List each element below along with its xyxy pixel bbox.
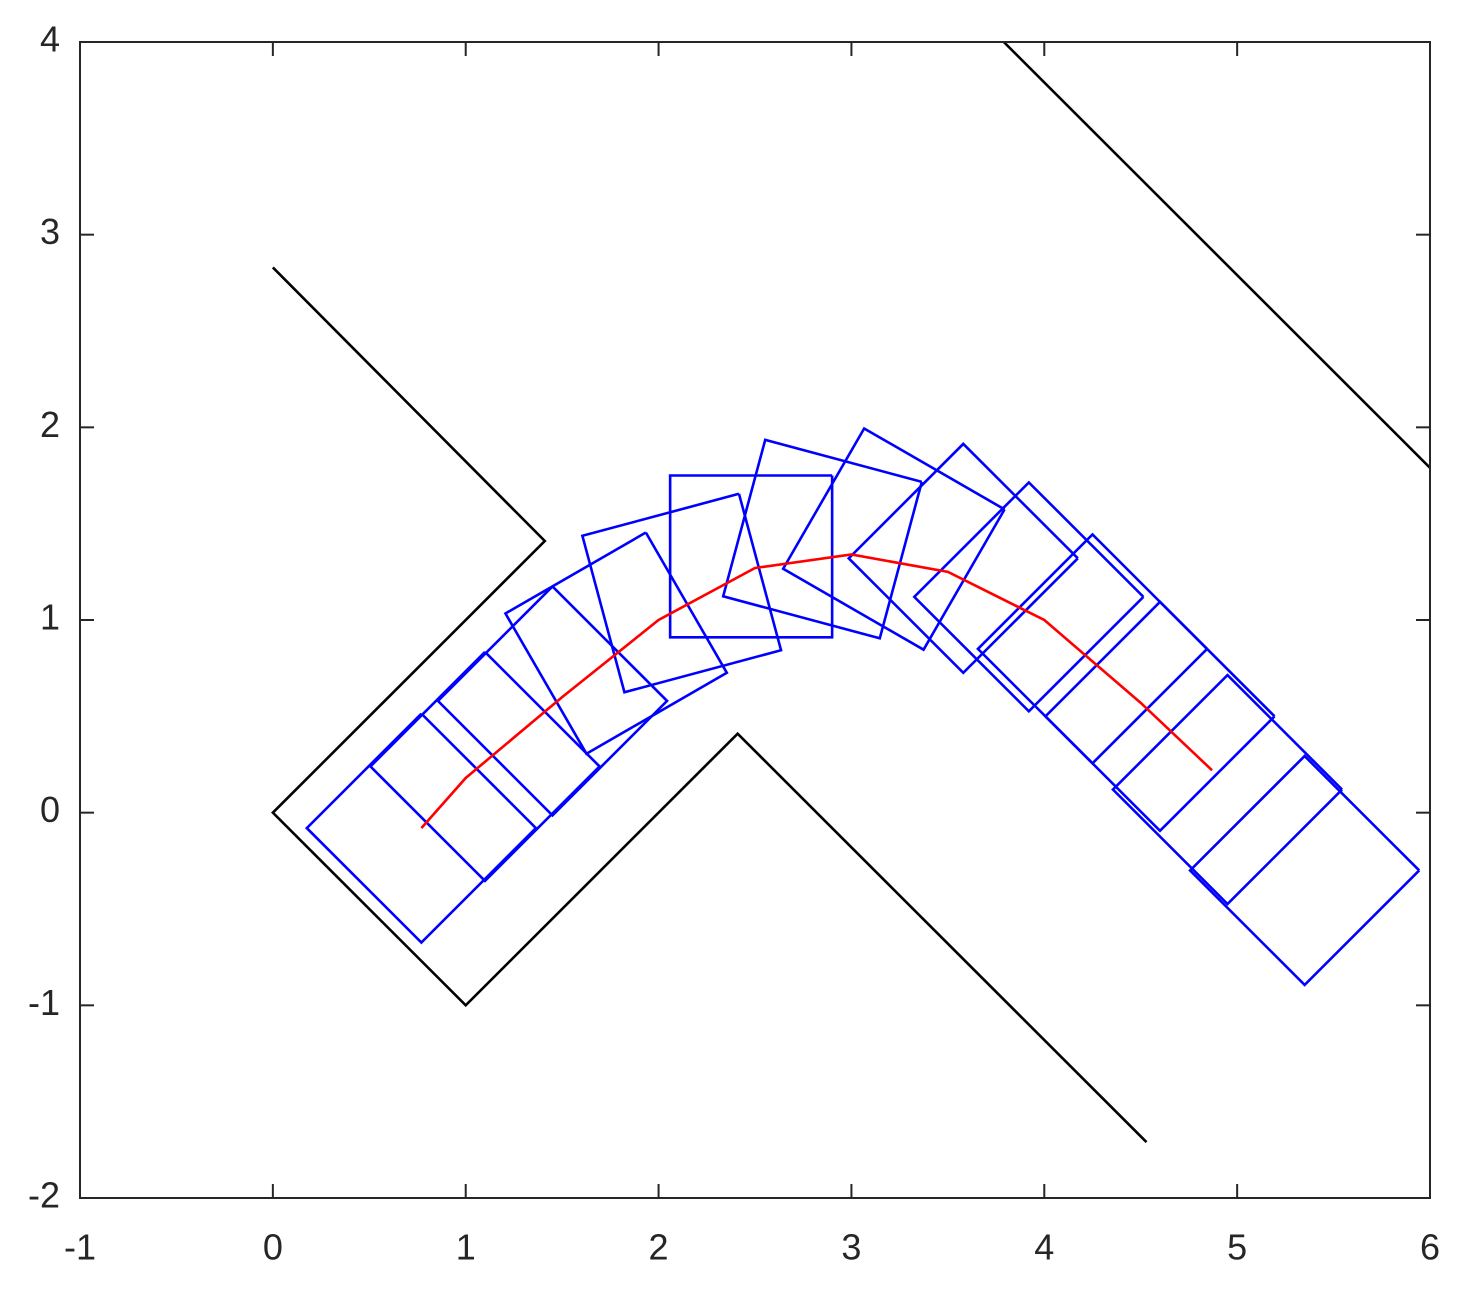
y-tick-label: 0: [40, 789, 60, 830]
data-line: [271, 266, 1148, 1144]
data-line: [1002, 42, 1430, 469]
y-tick-label: 4: [40, 19, 60, 60]
data-line: [420, 553, 1213, 829]
x-tick-label: 1: [456, 1227, 476, 1268]
plot-area: [80, 42, 1430, 1198]
data-line: [580, 492, 783, 694]
y-tick-label: 1: [40, 597, 60, 638]
data-line: [721, 438, 924, 640]
data-line: [1188, 754, 1421, 987]
x-tick-label: 2: [649, 1227, 669, 1268]
data-line: [668, 474, 834, 639]
x-tick-label: 6: [1420, 1227, 1440, 1268]
data-line: [1111, 673, 1343, 906]
y-tick-label: 2: [40, 404, 60, 445]
data-line: [368, 651, 602, 883]
x-tick-label: 0: [263, 1227, 283, 1268]
data-line: [912, 480, 1145, 714]
y-tick-label: -2: [28, 1175, 60, 1216]
data-line: [503, 531, 729, 756]
y-tick-label: 3: [40, 211, 60, 252]
data-line: [1043, 600, 1276, 833]
data-line: [304, 712, 538, 945]
x-tick-label: 3: [841, 1227, 861, 1268]
y-tick-label: -1: [28, 982, 60, 1023]
data-line: [976, 532, 1208, 766]
x-tick-label: 5: [1227, 1227, 1247, 1268]
data-line: [781, 426, 1006, 652]
data-line: [436, 585, 669, 818]
x-tick-label: 4: [1034, 1227, 1054, 1268]
x-tick-label: -1: [64, 1227, 96, 1268]
data-line: [846, 442, 1079, 675]
